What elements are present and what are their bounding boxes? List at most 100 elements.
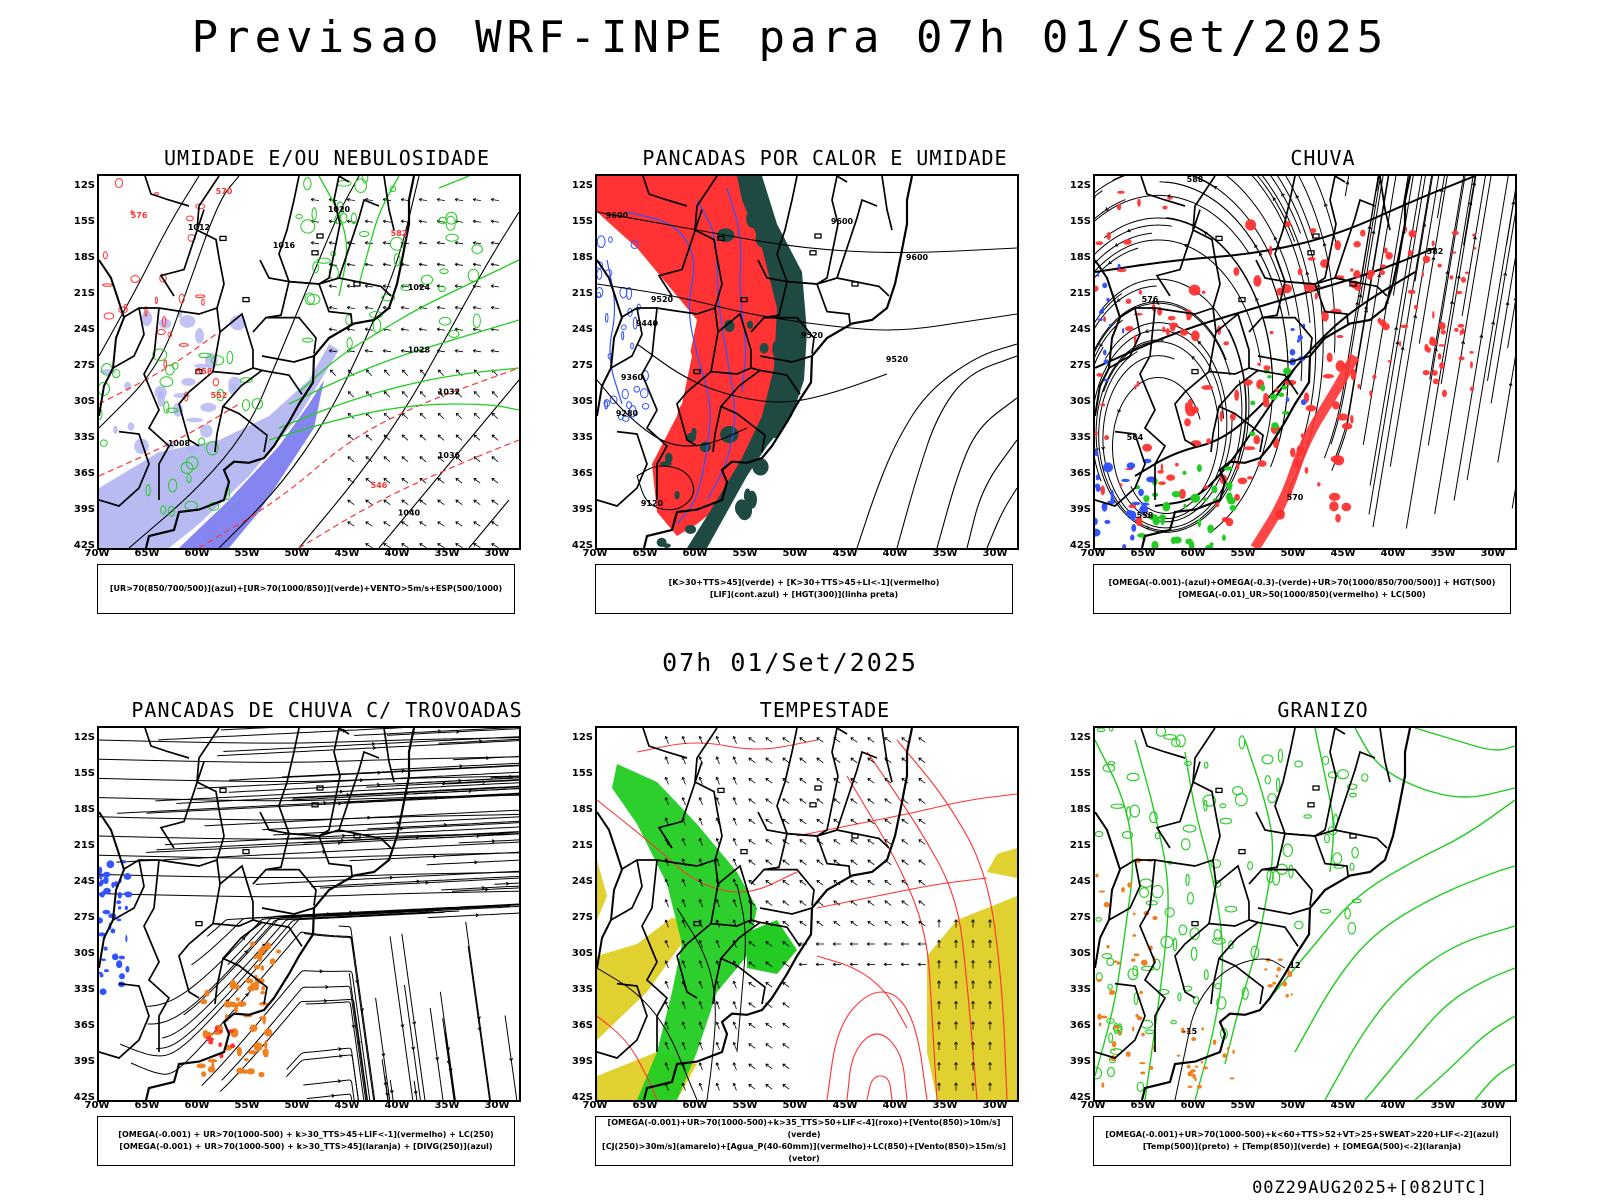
contour-label: 1016 [273,241,296,250]
longitude-axis: 70W 65W 60W 55W 50W 45W 40W 35W 30W [583,1100,1015,1114]
contour-label: 1008 [168,439,191,448]
lon-tick-label: 35W [932,548,958,559]
weather-map: 1012 1016 1020 1024 1028 1032 1036 1040 1008 546 5… [97,174,521,550]
lon-tick-label: 55W [234,548,260,559]
contour-label: 9600 [906,253,929,262]
panel-chuva: CHUVA 588 582 576 570 564 558 12S 15S 18S 21S 24S 27… [1070,146,1553,626]
panel-pancadas-calor: PANCADAS POR CALOR E UMIDADE 9600 9600 9600… [572,146,1055,626]
panel-title: CHUVA [1290,146,1356,170]
contour-label: 570 [1287,493,1304,502]
contour-label: 558 [196,367,213,376]
legend-box: [OMEGA(-0.001)-(azul)+OMEGA(-0.3)-(verde… [1093,564,1511,614]
contour-label: 9520 [651,295,674,304]
lat-tick-label: 27S [571,360,593,371]
lat-tick-label: 15S [1069,216,1091,227]
lat-tick-label: 33S [73,984,95,995]
lon-tick-label: 45W [832,1100,858,1111]
lon-tick-label: 65W [632,548,658,559]
latitude-axis: 12S 15S 18S 21S 24S 27S 30S 33S 36S 39S 42S [67,174,95,551]
contour-label: 552 [211,391,228,400]
lat-tick-label: 27S [73,360,95,371]
lon-tick-label: 65W [134,548,160,559]
lon-tick-label: 45W [1330,548,1356,559]
lat-tick-label: 12S [1069,180,1091,191]
contour-label: 576 [1142,295,1159,304]
contour-label: 1020 [328,205,351,214]
lat-tick-label: 12S [73,732,95,743]
lon-tick-label: 35W [434,1100,460,1111]
lat-tick-label: 30S [73,396,95,407]
lat-tick-label: 24S [1069,324,1091,335]
lat-tick-label: 21S [571,840,593,851]
legend-line: [OMEGA(-0.001)-(azul)+OMEGA(-0.3)-(verde… [1108,578,1496,587]
map-canvas: 1012 1016 1020 1024 1028 1032 1036 1040 1008 546 5… [99,176,519,548]
lat-tick-label: 33S [1069,984,1091,995]
lat-tick-label: 21S [73,840,95,851]
lat-tick-label: 18S [73,804,95,815]
lon-tick-label: 65W [1130,548,1156,559]
lat-tick-label: 15S [571,216,593,227]
map-canvas [597,728,1017,1100]
lon-tick-label: 30W [1480,548,1506,559]
lat-tick-label: 30S [571,948,593,959]
lon-tick-label: 55W [732,548,758,559]
longitude-axis: 70W 65W 60W 55W 50W 45W 40W 35W 30W [1081,548,1513,562]
lon-tick-label: 45W [1330,1100,1356,1111]
panel-granizo: GRANIZO -15 12 12S 15S 18S 21S 24S 27S 30S 33S 36S 3… [1070,698,1553,1178]
contour-label: 9520 [886,355,909,364]
lon-tick-label: 45W [334,548,360,559]
panel-title: TEMPESTADE [759,698,891,722]
panel-title: PANCADAS POR CALOR E UMIDADE [642,146,1008,170]
lat-tick-label: 33S [1069,432,1091,443]
panel-title: UMIDADE E/OU NEBULOSIDADE [163,146,491,170]
model-run-info: 00Z29AUG2025+[082UTC] [1252,1178,1488,1198]
panel-pancadas-trovoadas: PANCADAS DE CHUVA C/ TROVOADAS 12S 15S 18S 2… [74,698,557,1178]
contour-label: 12 [1289,961,1300,970]
legend-box: [K>30+TTS>45](verde) + [K>30+TTS>45+LI<-… [595,564,1013,614]
lon-tick-label: 50W [782,548,808,559]
contour-label: 1036 [438,451,461,460]
lon-tick-label: 30W [484,1100,510,1111]
contour-label: 9440 [636,319,659,328]
latitude-axis: 12S 15S 18S 21S 24S 27S 30S 33S 36S 39S 42S [1063,726,1091,1103]
map-canvas: -15 12 [1095,728,1515,1100]
lon-tick-label: 30W [1480,1100,1506,1111]
legend-box: [OMEGA(-0.001)+UR>70(1000-500)+k<60+TTS>… [1093,1116,1511,1166]
lon-tick-label: 50W [284,1100,310,1111]
lat-tick-label: 42S [571,540,593,551]
lon-tick-label: 65W [1130,1100,1156,1111]
lat-tick-label: 36S [571,1020,593,1031]
lon-tick-label: 55W [234,1100,260,1111]
latitude-axis: 12S 15S 18S 21S 24S 27S 30S 33S 36S 39S 42S [67,726,95,1103]
lat-tick-label: 42S [1069,540,1091,551]
lat-tick-label: 24S [73,876,95,887]
lon-tick-label: 70W [582,1100,608,1111]
lon-tick-label: 35W [932,1100,958,1111]
lat-tick-label: 18S [1069,252,1091,263]
lat-tick-label: 21S [73,288,95,299]
lat-tick-label: 36S [571,468,593,479]
lat-tick-label: 18S [571,252,593,263]
lon-tick-label: 30W [484,548,510,559]
panel-title: GRANIZO [1277,698,1369,722]
legend-line: [OMEGA(-0.001) + UR>70(1000-500) + k>30_… [119,1142,493,1151]
lon-tick-label: 60W [184,1100,210,1111]
lat-tick-label: 12S [1069,732,1091,743]
lat-tick-label: 15S [571,768,593,779]
lat-tick-label: 30S [571,396,593,407]
weather-map [595,726,1019,1102]
contour-label: 546 [371,481,388,490]
contour-label: 1040 [398,509,421,518]
lon-tick-label: 50W [782,1100,808,1111]
lon-tick-label: 50W [1280,548,1306,559]
lon-tick-label: 55W [1230,1100,1256,1111]
lat-tick-label: 33S [571,984,593,995]
latitude-axis: 12S 15S 18S 21S 24S 27S 30S 33S 36S 39S 42S [1063,174,1091,551]
lat-tick-label: 21S [1069,288,1091,299]
lon-tick-label: 40W [384,1100,410,1111]
lat-tick-label: 12S [571,732,593,743]
lon-tick-label: 40W [384,548,410,559]
lon-tick-label: 35W [1430,1100,1456,1111]
panel-tempestade: TEMPESTADE 12S 15S 18S 21S 24S 27S 30S 33S 36S 39S… [572,698,1055,1178]
forecast-time-label: 07h 01/Set/2025 [662,648,918,677]
